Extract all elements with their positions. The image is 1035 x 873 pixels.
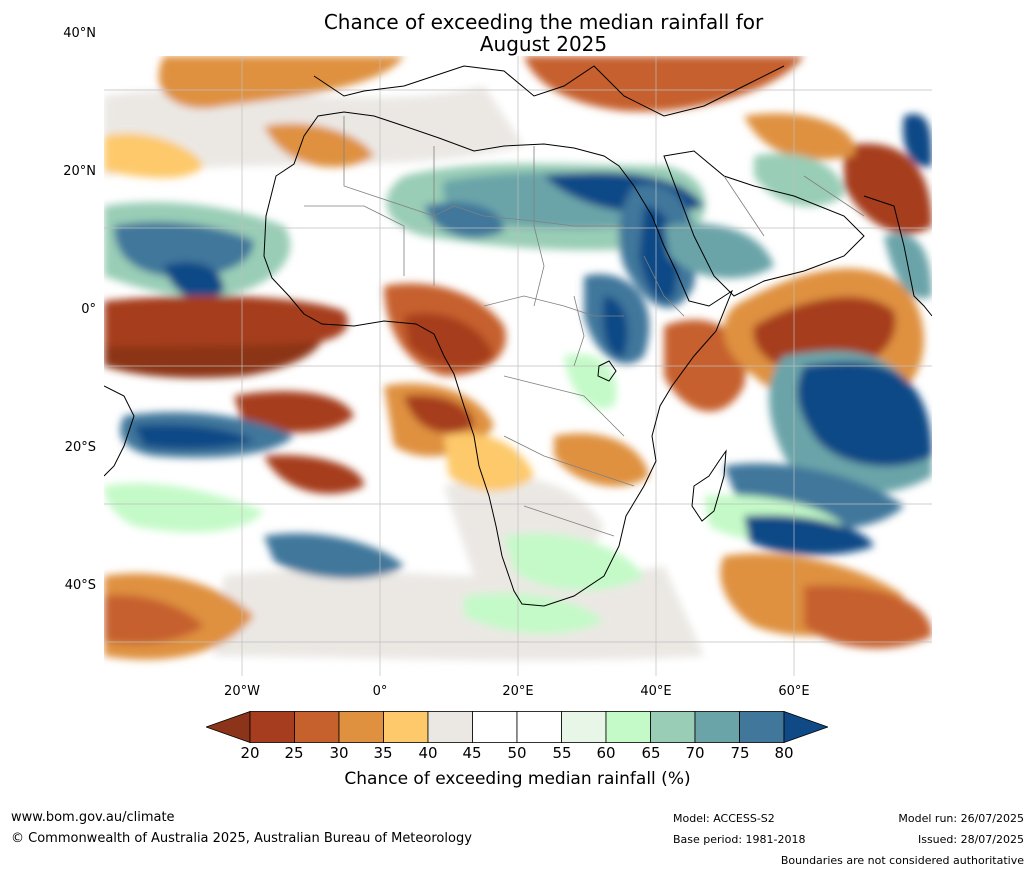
colorbar-tick: 45 [462, 744, 482, 762]
dry-patch [444, 433, 534, 491]
dry-patch [844, 143, 932, 234]
colorbar-bin [338, 711, 384, 743]
rainfall-probability-map [104, 56, 932, 676]
colorbar-bin [472, 711, 518, 743]
colorbar-tick: 60 [596, 744, 616, 762]
model-run-date: Model run: 26/07/2025 [898, 812, 1024, 825]
colorbar-bin [516, 711, 562, 743]
issued-date: Issued: 28/07/2025 [917, 833, 1024, 846]
colorbar-bin [650, 711, 696, 743]
colorbar-tick: 55 [552, 744, 572, 762]
dry-patch [104, 133, 204, 178]
colorbar-bin [739, 711, 785, 743]
base-period: Base period: 1981-2018 [673, 833, 806, 846]
wet-patch [504, 533, 644, 591]
south-america-coastline [104, 385, 135, 477]
model-name: Model: ACCESS-S2 [673, 812, 775, 825]
colorbar-tick: 50 [507, 744, 527, 762]
dry-patch [804, 585, 932, 649]
colorbar-bin [605, 711, 651, 743]
wet-patch [664, 223, 774, 279]
lat-label-equator: 0° [81, 302, 96, 317]
dry-patch [524, 56, 804, 112]
wet-patch [903, 114, 932, 167]
dry-patch [404, 313, 494, 369]
colorbar-over-arrow [783, 711, 828, 743]
colorbar-bin [249, 711, 295, 743]
colorbar-tick: 30 [329, 744, 349, 762]
colorbar-bin [427, 711, 473, 743]
lat-label-20s: 20°S [64, 440, 96, 455]
wet-patch [564, 354, 617, 409]
country-boundaries [304, 116, 865, 537]
dry-patch [554, 433, 649, 487]
dry-patch [264, 455, 364, 494]
website-link[interactable]: www.bom.gov.au/climate [11, 810, 175, 825]
madagascar-coastline [691, 449, 727, 522]
colorbar-tick: 80 [774, 744, 794, 762]
colorbar-bin [383, 711, 429, 743]
dry-patch [404, 395, 474, 433]
boundaries-disclaimer: Boundaries are not considered authoritat… [780, 854, 1024, 867]
colorbar-under-arrow [206, 711, 251, 743]
africa-coastline [263, 111, 734, 607]
lon-label-0: 0° [372, 684, 388, 699]
colorbar [206, 711, 828, 743]
colorbar-bin [294, 711, 340, 743]
colorbar-tick: 65 [641, 744, 661, 762]
dry-patch [264, 123, 374, 168]
wet-patch [164, 262, 224, 299]
lon-label-40e: 40°E [640, 684, 672, 699]
europe-coastline [313, 65, 785, 117]
lat-label-20n: 20°N [63, 164, 96, 179]
lat-label-40s: 40°S [64, 578, 96, 593]
lon-label-20e: 20°E [502, 684, 534, 699]
coastlines [104, 65, 932, 607]
colorbar-tick: 35 [373, 744, 393, 762]
arabia-coastline [663, 150, 865, 297]
lake-victoria [597, 360, 617, 382]
wet-patch [104, 483, 264, 533]
copyright-text: © Commonwealth of Australia 2025, Austra… [11, 831, 472, 846]
colorbar-tick: 70 [685, 744, 705, 762]
india-coastline [863, 195, 932, 317]
wet-patch [464, 592, 604, 634]
map-title-line-2: August 2025 [479, 32, 608, 56]
colorbar-tick: 75 [730, 744, 750, 762]
colorbar-bin [694, 711, 740, 743]
colorbar-label: Chance of exceeding median rainfall (%) [344, 769, 691, 789]
colorbar-tick: 25 [284, 744, 304, 762]
lon-label-60e: 60°E [778, 684, 810, 699]
map-title-line-1: Chance of exceeding the median rainfall … [323, 10, 764, 34]
colorbar-tick: 20 [240, 744, 260, 762]
lon-label-20w: 20°W [224, 684, 260, 699]
wet-patch [134, 424, 254, 450]
graticule [104, 56, 932, 676]
dry-patch [104, 295, 348, 346]
wet-patch [754, 153, 844, 207]
lat-label-40n: 40°N [63, 26, 96, 41]
wet-patch [114, 221, 254, 277]
wet-patch [602, 296, 628, 357]
probability-field [104, 56, 932, 661]
dry-patch [158, 56, 404, 109]
colorbar-bin [561, 711, 607, 743]
wet-patch [797, 361, 932, 467]
dry-patch [104, 595, 204, 644]
dry-patch [234, 391, 354, 433]
wet-patch [264, 533, 404, 579]
dry-patch [664, 319, 746, 412]
colorbar-tick: 40 [418, 744, 438, 762]
dry-patch [744, 113, 856, 160]
wet-patch [744, 515, 874, 556]
